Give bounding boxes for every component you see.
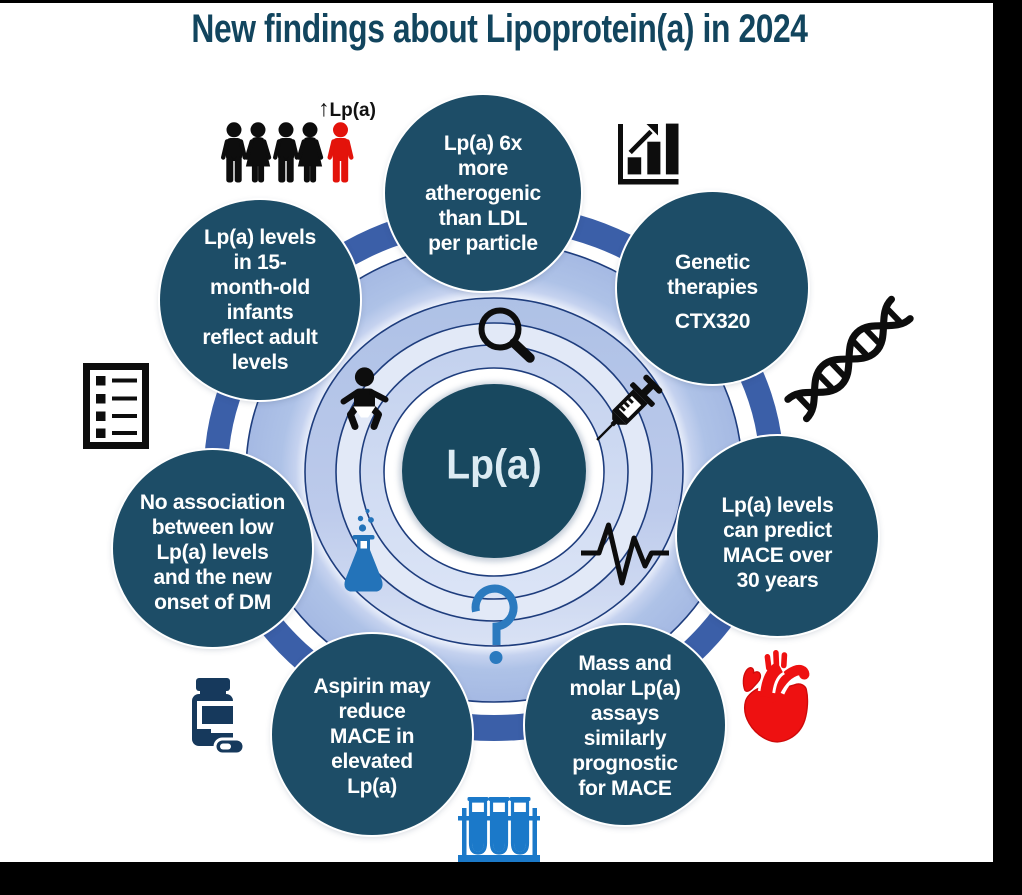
svg-text:Lp(a): Lp(a) [446, 440, 541, 488]
svg-text:↑Lp(a): ↑Lp(a) [318, 95, 376, 121]
